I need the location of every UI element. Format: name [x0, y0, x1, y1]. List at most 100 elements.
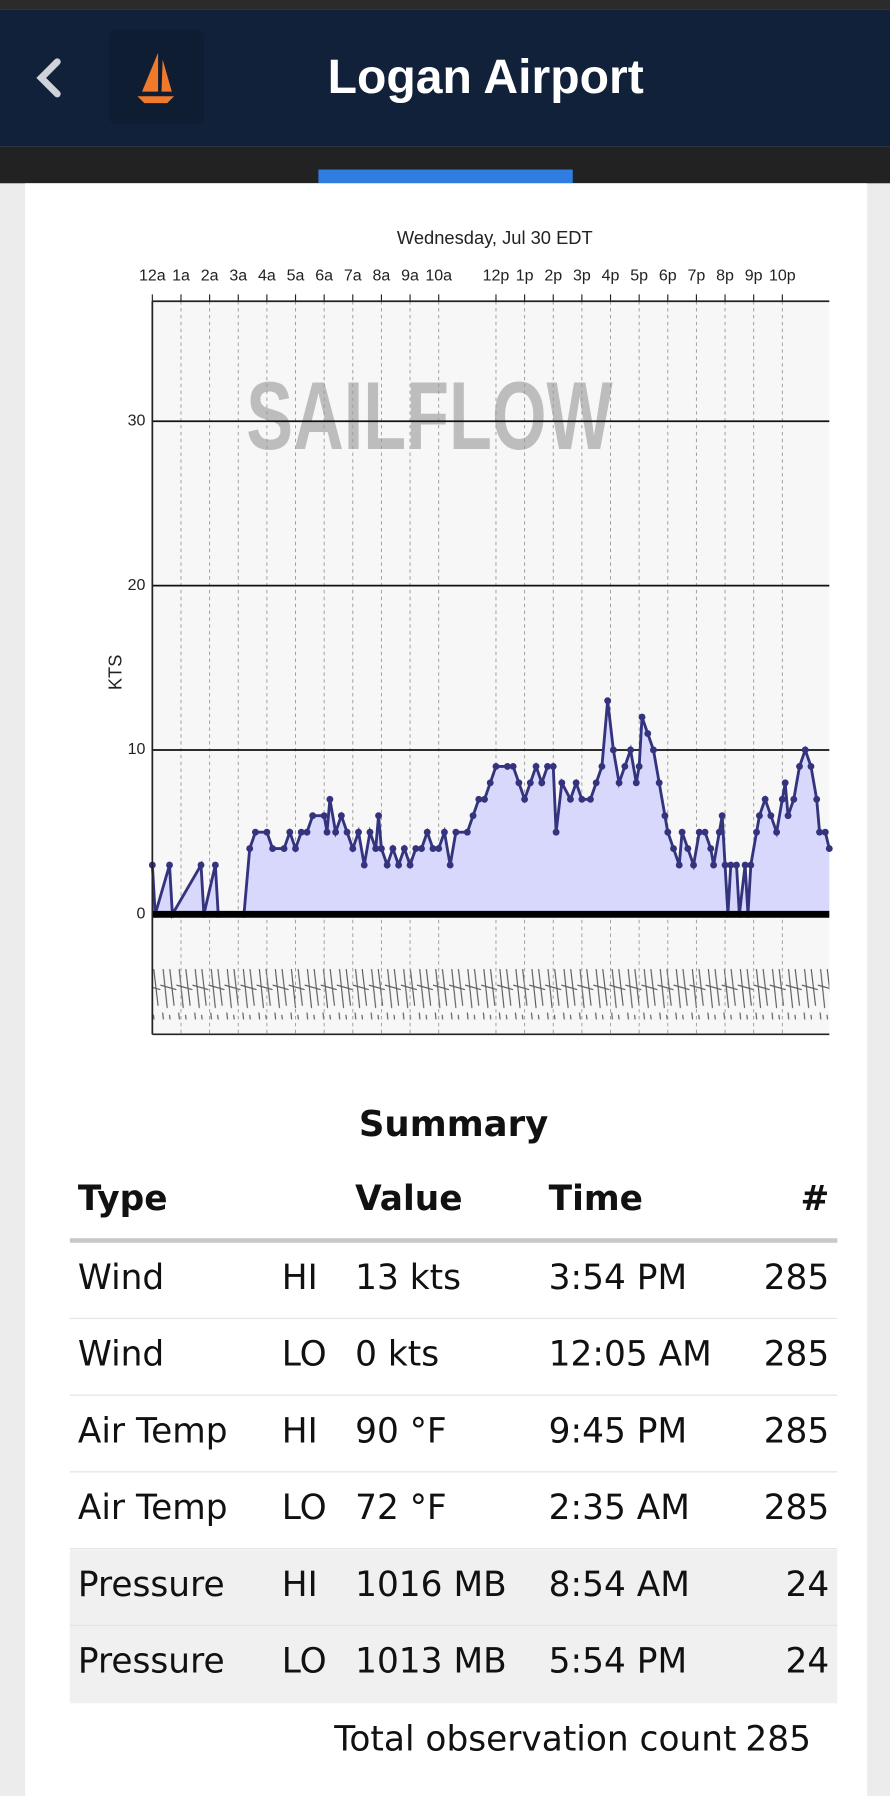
wind-point: [211, 861, 219, 869]
active-tab[interactable]: [318, 169, 573, 184]
wind-point: [332, 828, 340, 836]
x-tick-label: 3a: [229, 266, 247, 284]
wind-point: [753, 828, 760, 836]
status-strip: [0, 0, 890, 10]
wind-point: [263, 828, 271, 836]
table-cell: 285: [764, 1258, 830, 1298]
wind-point: [440, 828, 448, 836]
wind-point: [286, 828, 294, 836]
wind-point: [566, 795, 574, 803]
wind-point: [558, 779, 566, 787]
wind-point: [280, 845, 288, 853]
wind-point: [721, 861, 729, 869]
table-cell: 72 °F: [355, 1488, 447, 1528]
wind-point: [452, 828, 460, 836]
x-tick-label: 5a: [287, 266, 305, 284]
x-tick-label: 5p: [630, 266, 648, 284]
table-cell: 5:54 PM: [549, 1642, 687, 1682]
wind-point: [718, 812, 726, 820]
wind-point: [303, 828, 311, 836]
table-cell: 8:54 AM: [549, 1565, 690, 1605]
x-tick-label: 9a: [401, 266, 419, 284]
table-cell: LO: [282, 1642, 327, 1682]
page-title: Logan Airport: [328, 50, 644, 104]
wind-point: [377, 845, 385, 853]
wind-point: [801, 746, 809, 754]
wind-point: [670, 845, 677, 853]
wind-point: [400, 845, 408, 853]
x-tick-label: 7a: [344, 266, 362, 284]
table-cell: HI: [282, 1258, 318, 1298]
wind-point: [375, 812, 383, 820]
wind-point: [784, 812, 792, 820]
wind-point: [269, 845, 277, 853]
wind-point: [650, 746, 657, 754]
wind-point: [337, 812, 345, 820]
wind-point: [715, 828, 723, 836]
column-header: Time: [549, 1179, 643, 1219]
wind-point: [635, 762, 643, 770]
x-tick-label: 1a: [172, 266, 190, 284]
wind-point: [747, 861, 755, 869]
column-header: #: [800, 1179, 829, 1219]
wind-area: [152, 700, 830, 915]
x-tick-label: 9p: [745, 266, 763, 284]
table-cell: 0 kts: [355, 1335, 439, 1375]
y-tick-label: 30: [128, 411, 146, 429]
wind-point: [813, 795, 821, 803]
wind-point: [503, 762, 511, 770]
wind-point: [435, 845, 443, 853]
row-shade: [69, 1549, 838, 1704]
x-tick-label: 10p: [769, 266, 796, 284]
table-cell: 9:45 PM: [549, 1411, 687, 1451]
x-tick-label: 2p: [544, 266, 562, 284]
wind-point: [383, 861, 391, 869]
x-tick-label: 10a: [425, 266, 452, 284]
wind-point: [778, 795, 786, 803]
table-cell: HI: [282, 1411, 318, 1451]
direction-strip: [152, 969, 830, 1020]
wind-point: [486, 779, 494, 787]
wind-point: [684, 845, 692, 853]
wind-point: [773, 828, 781, 836]
wind-point: [661, 812, 669, 820]
wind-point: [406, 861, 414, 869]
wind-point: [790, 795, 798, 803]
wind-point: [544, 762, 551, 770]
wind-point: [366, 828, 374, 836]
watermark: SAILFLOW: [246, 363, 613, 470]
wind-point: [572, 779, 580, 787]
wind-point: [320, 812, 328, 820]
header-rule: [69, 1238, 838, 1243]
wind-point: [644, 730, 652, 737]
back-button[interactable]: [36, 58, 61, 98]
wind-point: [297, 828, 305, 836]
table-cell: Wind: [78, 1335, 164, 1375]
table-cell: Air Temp: [78, 1488, 228, 1528]
table-cell: 285: [764, 1335, 830, 1375]
x-tick-label: 12p: [483, 266, 510, 284]
wind-point: [343, 828, 351, 836]
table-cell: 24: [786, 1565, 830, 1605]
wind-point: [821, 828, 829, 836]
x-tick-label: 4a: [258, 266, 276, 284]
wind-point: [707, 845, 715, 853]
wind-point: [741, 861, 749, 869]
wind-point: [678, 828, 686, 836]
wind-point: [592, 779, 600, 787]
wind-point: [538, 779, 546, 787]
wind-point: [532, 762, 540, 770]
wind-point: [309, 812, 317, 820]
chart-title: Wednesday, Jul 30 EDT: [397, 227, 593, 248]
wind-point: [526, 779, 534, 787]
wind-point: [675, 861, 683, 869]
x-tick-label: 6a: [315, 266, 333, 284]
wind-point: [807, 762, 815, 770]
wind-point: [481, 795, 488, 803]
wind-point: [638, 713, 646, 721]
wind-point: [604, 697, 612, 705]
wind-point: [355, 828, 362, 836]
wind-point: [598, 762, 606, 770]
